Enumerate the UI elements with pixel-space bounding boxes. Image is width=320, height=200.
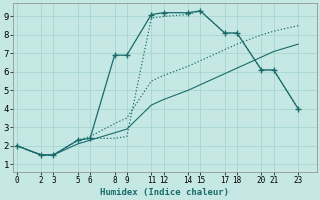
X-axis label: Humidex (Indice chaleur): Humidex (Indice chaleur) xyxy=(100,188,229,197)
